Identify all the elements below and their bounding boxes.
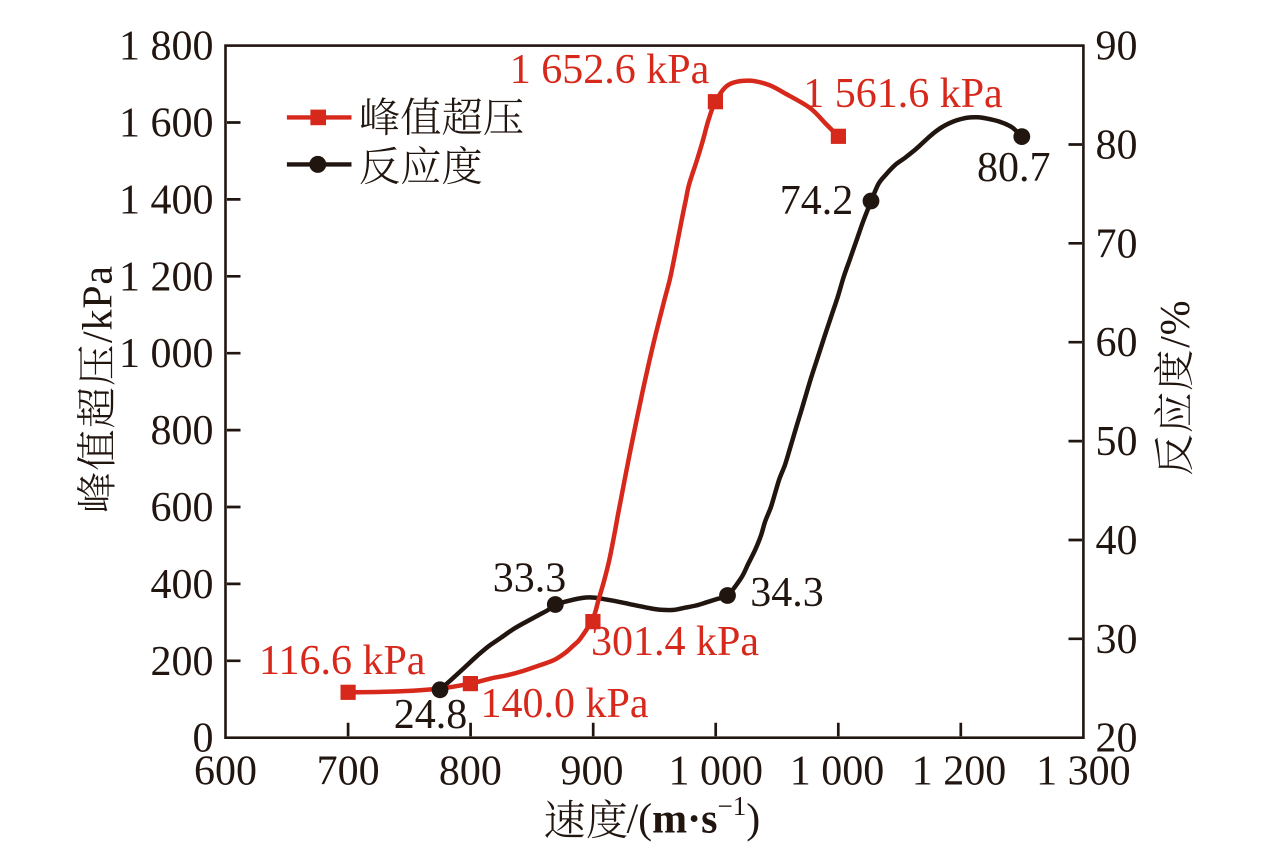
svg-text:50: 50: [1096, 419, 1138, 465]
svg-text:34.3: 34.3: [750, 570, 824, 616]
svg-text:40: 40: [1096, 518, 1138, 564]
svg-text:80: 80: [1096, 123, 1138, 169]
svg-text:20: 20: [1096, 716, 1138, 762]
svg-text:90: 90: [1096, 24, 1138, 70]
svg-text:1 300: 1 300: [1036, 749, 1131, 795]
svg-text:400: 400: [151, 562, 214, 608]
svg-text:0: 0: [193, 716, 214, 762]
svg-text:1 600: 1 600: [119, 101, 214, 147]
svg-text:/%: /%: [1153, 300, 1199, 348]
svg-text:800: 800: [151, 408, 214, 454]
svg-text:/(m·s−1): /(m·s−1): [627, 791, 761, 843]
svg-text:1 000: 1 000: [790, 749, 885, 795]
svg-text:600: 600: [194, 749, 257, 795]
svg-text:/kPa: /kPa: [76, 265, 122, 343]
svg-text:1 400: 1 400: [119, 177, 214, 223]
svg-text:74.2: 74.2: [780, 178, 854, 224]
svg-text:60: 60: [1096, 320, 1138, 366]
svg-text:200: 200: [151, 639, 214, 685]
svg-text:1 200: 1 200: [119, 254, 214, 300]
svg-text:600: 600: [151, 485, 214, 531]
svg-text:116.6 kPa: 116.6 kPa: [259, 638, 426, 684]
svg-text:80.7: 80.7: [977, 145, 1051, 191]
svg-text:33.3: 33.3: [493, 555, 567, 601]
svg-text:1 000: 1 000: [119, 331, 214, 377]
svg-text:1 000: 1 000: [668, 749, 763, 795]
svg-text:800: 800: [439, 749, 502, 795]
svg-text:140.0 kPa: 140.0 kPa: [481, 681, 649, 727]
svg-text:1 561.6 kPa: 1 561.6 kPa: [803, 71, 1003, 117]
svg-text:70: 70: [1096, 221, 1138, 267]
svg-text:900: 900: [561, 749, 624, 795]
svg-text:1 200: 1 200: [912, 749, 1007, 795]
svg-text:1 652.6 kPa: 1 652.6 kPa: [510, 47, 710, 93]
svg-text:301.4 kPa: 301.4 kPa: [591, 619, 759, 665]
svg-text:1 800: 1 800: [119, 24, 214, 70]
svg-text:30: 30: [1096, 617, 1138, 663]
svg-text:700: 700: [317, 749, 380, 795]
svg-text:24.8: 24.8: [394, 692, 468, 738]
